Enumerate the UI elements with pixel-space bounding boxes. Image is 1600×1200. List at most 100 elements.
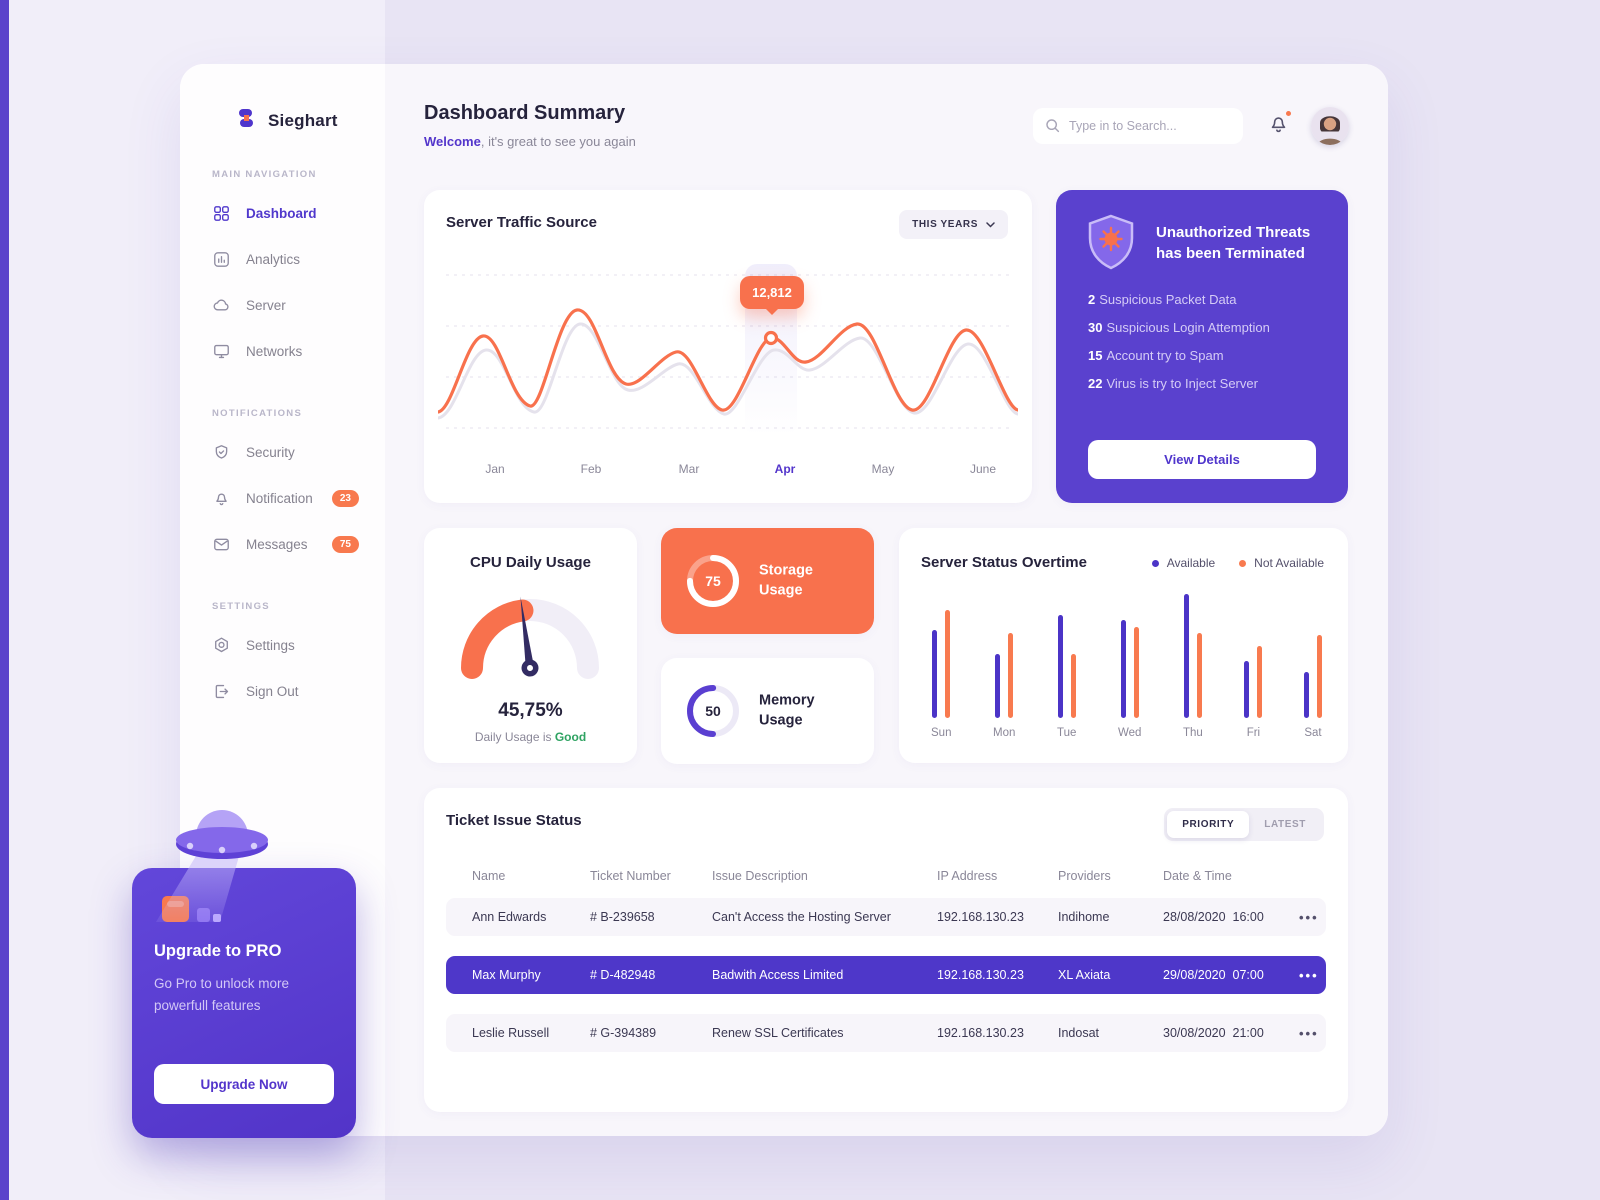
sidebar-item-label: Dashboard	[246, 205, 317, 221]
tickets-card: Ticket Issue Status PRIORITY LATEST Name…	[424, 788, 1348, 1112]
bar-chart-icon	[212, 249, 232, 269]
traffic-card: Server Traffic Source THIS YEARS	[424, 190, 1032, 503]
memory-value: 50	[705, 703, 721, 719]
bar	[1120, 620, 1126, 718]
mail-icon	[212, 534, 232, 554]
status-bar-chart: Sun Mon Tue Wed Thu Fri Sat	[931, 586, 1322, 739]
sidebar-item-label: Analytics	[246, 251, 301, 267]
sidebar-item-label: Messages	[246, 536, 308, 552]
orange-box-icon	[162, 896, 189, 922]
monitor-icon	[212, 341, 232, 361]
month-label: Feb	[580, 462, 602, 476]
bar-group-thu: Thu	[1183, 586, 1203, 739]
upgrade-description: Go Pro to unlock more powerfull features	[154, 976, 290, 1014]
sidebar-item-label: Networks	[246, 343, 303, 359]
threats-card: Unauthorized Threats has been Terminated…	[1056, 190, 1348, 503]
traffic-line-chart	[438, 264, 1018, 436]
tickets-sort-toggle: PRIORITY LATEST	[1164, 808, 1324, 841]
time-range-value: THIS YEARS	[912, 219, 978, 230]
bar	[1257, 646, 1263, 718]
threats-list: 2 Suspicious Packet Data 30 Suspicious Log…	[1088, 292, 1270, 404]
sidebar-item-label: Security	[246, 444, 295, 460]
sidebar-item-sign-out[interactable]: Sign Out	[180, 668, 385, 714]
cpu-title: CPU Daily Usage	[470, 554, 591, 571]
month-label-active: Apr	[774, 462, 796, 476]
threats-title: Unauthorized Threats has been Terminated	[1156, 224, 1311, 262]
column-header: Date & Time	[1163, 869, 1232, 883]
memory-ring-chart: 50	[685, 683, 741, 739]
bar	[932, 630, 938, 718]
nav-section-notifications: NOTIFICATIONS	[212, 408, 303, 419]
search-input[interactable]	[1069, 108, 1237, 144]
chart-marker-dot	[763, 330, 779, 346]
storage-ring-chart: 75	[685, 553, 741, 609]
threat-item: 30 Suspicious Login Attemption	[1088, 320, 1270, 335]
sidebar-item-dashboard[interactable]: Dashboard	[180, 190, 385, 236]
legend-item-not-available: Not Available	[1239, 556, 1324, 570]
bar	[1133, 627, 1139, 718]
bar-day-label: Sat	[1304, 727, 1322, 739]
sign-out-icon	[212, 681, 232, 701]
upgrade-now-button[interactable]: Upgrade Now	[154, 1064, 334, 1104]
bar-day-label: Mon	[993, 727, 1016, 739]
month-label: May	[871, 462, 895, 476]
table-header: Name Ticket Number Issue Description IP …	[446, 866, 1326, 886]
tab-priority[interactable]: PRIORITY	[1167, 811, 1250, 838]
row-menu-icon[interactable]: •••	[1299, 909, 1319, 925]
memory-label: Memory Usage	[759, 692, 815, 729]
sidebar-item-label: Notification	[246, 490, 313, 506]
gear-icon	[212, 635, 232, 655]
grid-icon	[212, 203, 232, 223]
bar	[1008, 633, 1014, 718]
x-axis-labels: Jan Feb Mar Apr May June	[438, 462, 1018, 478]
bell-alert-dot	[1285, 110, 1292, 117]
bar-group-sun: Sun	[931, 586, 951, 739]
column-header: IP Address	[937, 869, 998, 883]
cpu-card: CPU Daily Usage 45,75% Daily Usage is Go…	[424, 528, 637, 763]
sidebar-item-settings[interactable]: Settings	[180, 622, 385, 668]
table-row-selected[interactable]: Max Murphy # D-482948 Badwith Access Lim…	[446, 956, 1326, 994]
row-menu-icon[interactable]: •••	[1299, 1025, 1319, 1041]
available-dot-icon	[1151, 559, 1159, 567]
tab-latest[interactable]: LATEST	[1264, 819, 1306, 830]
sidebar-item-notification[interactable]: Notification 23	[180, 475, 385, 521]
nav-section-settings: SETTINGS	[212, 601, 270, 612]
user-avatar[interactable]	[1311, 107, 1349, 145]
sidebar-item-security[interactable]: Security	[180, 429, 385, 475]
row-menu-icon[interactable]: •••	[1299, 967, 1319, 983]
month-label: Mar	[678, 462, 700, 476]
sidebar-item-analytics[interactable]: Analytics	[180, 236, 385, 282]
month-label: Jan	[485, 462, 505, 476]
sidebar-item-networks[interactable]: Networks	[180, 328, 385, 374]
traffic-title: Server Traffic Source	[446, 214, 597, 231]
tickets-title: Ticket Issue Status	[446, 812, 582, 829]
sidebar-item-server[interactable]: Server	[180, 282, 385, 328]
upgrade-title: Upgrade to PRO	[154, 942, 282, 960]
server-status-title: Server Status Overtime	[921, 554, 1087, 571]
column-header: Ticket Number	[590, 869, 671, 883]
shield-icon	[212, 442, 232, 462]
memory-card: 50 Memory Usage	[661, 658, 874, 764]
notifications-bell-button[interactable]	[1267, 110, 1293, 139]
bar	[1303, 672, 1309, 718]
table-row[interactable]: Leslie Russell # G-394389 Renew SSL Cert…	[446, 1014, 1326, 1052]
bar	[1244, 661, 1250, 718]
legend: Available Not Available	[1151, 556, 1324, 570]
bar-day-label: Tue	[1057, 727, 1077, 739]
sidebar-item-messages[interactable]: Messages 75	[180, 521, 385, 567]
bar	[1070, 654, 1076, 718]
bar-day-label: Fri	[1246, 727, 1261, 739]
brand-name: Sieghart	[268, 110, 338, 130]
month-label: June	[969, 462, 997, 476]
bell-icon	[212, 488, 232, 508]
bar	[945, 610, 951, 718]
threat-item: 22 Virus is try to Inject Server	[1088, 376, 1258, 391]
welcome-text: Welcome, it's great to see you again	[424, 134, 636, 149]
bar	[1183, 594, 1189, 718]
brand-logo[interactable]: Sieghart	[180, 64, 385, 135]
view-details-button[interactable]: View Details	[1088, 440, 1316, 479]
time-range-dropdown[interactable]: THIS YEARS	[899, 210, 1008, 239]
bar	[995, 654, 1001, 718]
table-row[interactable]: Ann Edwards # B-239658 Can't Access the …	[446, 898, 1326, 936]
threat-item: 2 Suspicious Packet Data	[1088, 292, 1237, 307]
